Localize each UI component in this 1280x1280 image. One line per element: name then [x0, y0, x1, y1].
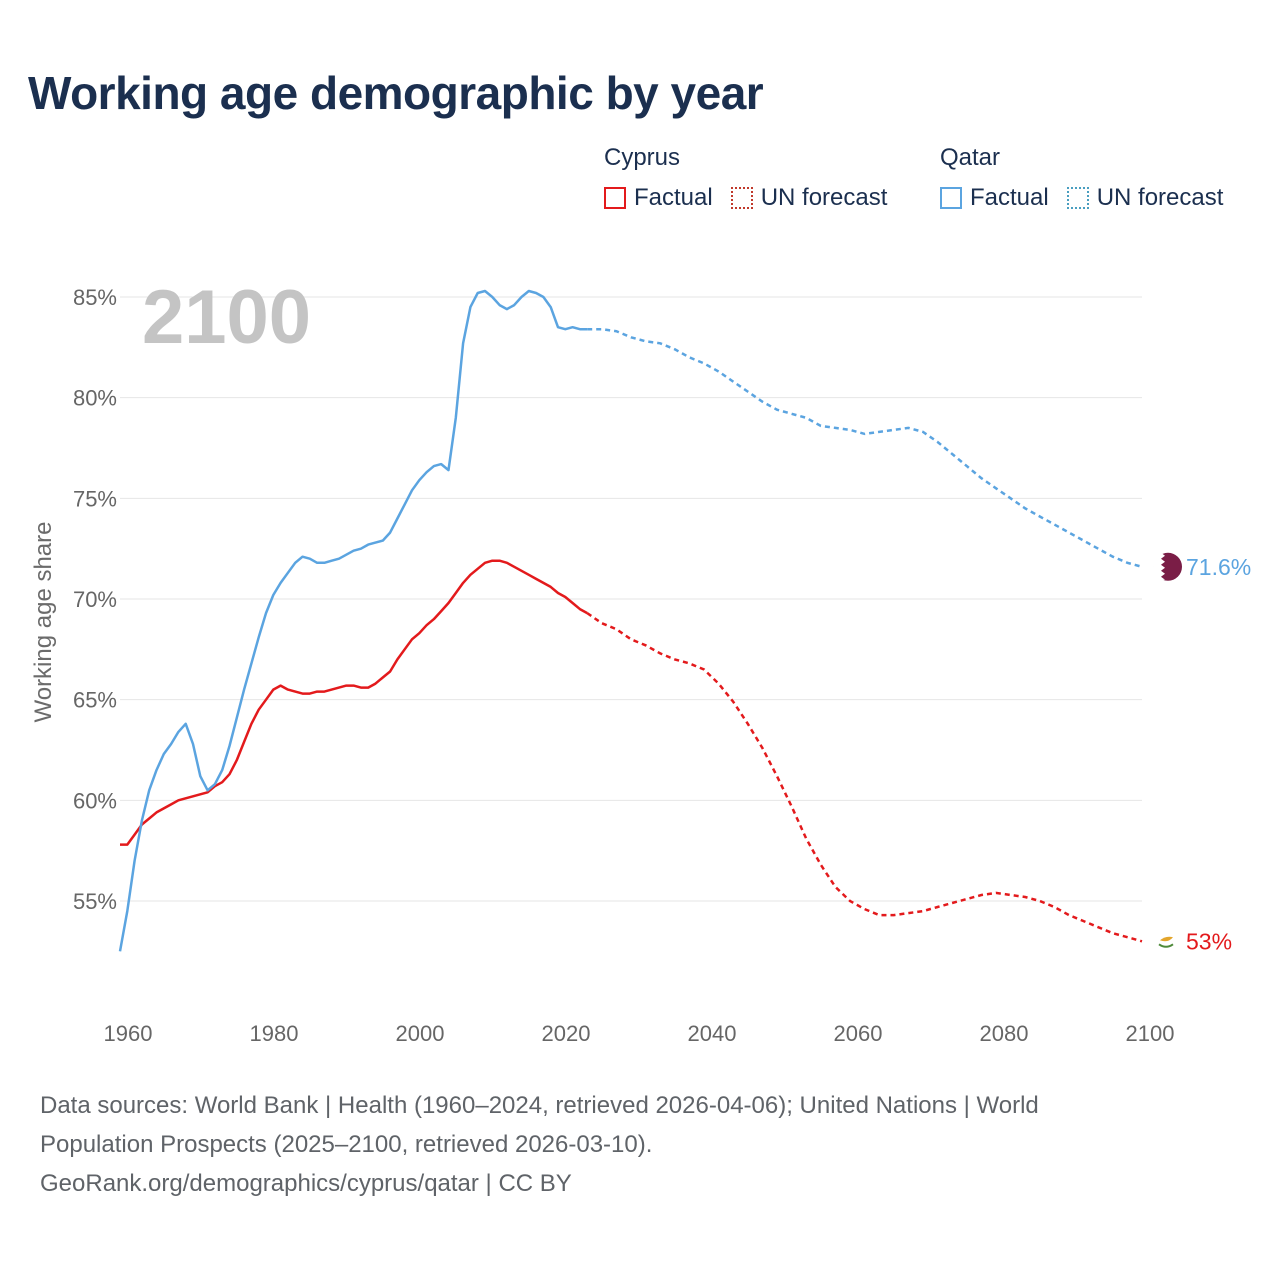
legend-group-name: Qatar — [940, 144, 1001, 171]
x-tick-label: 2060 — [834, 1021, 883, 1046]
y-axis-label: Working age share — [30, 522, 57, 723]
x-tick-label: 2100 — [1126, 1021, 1175, 1046]
footer-line[interactable]: GeoRank.org/demographics/cyprus/qatar | … — [40, 1170, 572, 1197]
qatar-flag-icon — [1154, 552, 1182, 581]
y-axis: 55% 60% 65% 70% 75% 80% 85% — [73, 285, 117, 914]
legend-label: Factual — [634, 184, 713, 211]
series-line-qatar-factual — [118, 289, 588, 952]
x-axis: 1960 1980 2000 2020 2040 2060 2080 2100 — [104, 1021, 1175, 1046]
legend-label: Factual — [970, 184, 1049, 211]
legend-cyprus-forecast[interactable]: UN forecast — [730, 184, 888, 212]
y-tick-label: 70% — [73, 587, 117, 612]
y-tick-label: 75% — [73, 486, 117, 511]
y-tick-label: 80% — [73, 386, 117, 411]
legend-cyprus: Cyprus Factual UN forecast — [604, 144, 905, 212]
x-tick-label: 1960 — [104, 1021, 153, 1046]
x-tick-label: 1980 — [250, 1021, 299, 1046]
chart-title: Working age demographic by year — [28, 67, 764, 119]
legend-swatch-solid — [604, 187, 626, 209]
end-labels: 53% 71.6% — [1154, 552, 1251, 954]
series-line-cyprus-factual — [120, 559, 588, 846]
x-tick-label: 2080 — [980, 1021, 1029, 1046]
legend-label: UN forecast — [760, 184, 888, 211]
series-line-qatar-forecast — [587, 327, 1143, 569]
legend-qatar: Qatar Factual UN forecast — [940, 144, 1241, 212]
series-line-cyprus-forecast — [586, 612, 1143, 943]
x-tick-label: 2000 — [396, 1021, 445, 1046]
legend-swatch-dotted — [730, 187, 753, 209]
x-tick-label: 2040 — [688, 1021, 737, 1046]
end-value-label: 71.6% — [1186, 554, 1251, 580]
line-chart: 55% 60% 65% 70% 75% 80% 85% 1960 1980 2000 2020 20… — [30, 275, 1251, 1046]
grid — [120, 296, 1142, 902]
legend-group-name: Cyprus — [604, 144, 681, 171]
footer-line: Data sources: World Bank | Health (1960–… — [40, 1092, 1039, 1119]
x-tick-label: 2020 — [542, 1021, 591, 1046]
year-watermark: 2100 — [142, 275, 311, 360]
cyprus-flag-icon — [1157, 932, 1175, 951]
legend-swatch-solid — [940, 187, 962, 209]
footer-sources: Data sources: World Bank | Health (1960–… — [40, 1086, 1240, 1203]
y-tick-label: 60% — [73, 788, 117, 813]
end-value-label: 53% — [1186, 928, 1232, 954]
legend-label: UN forecast — [1096, 184, 1224, 211]
y-tick-label: 85% — [73, 285, 117, 310]
y-tick-label: 55% — [73, 889, 117, 914]
legend-qatar-factual[interactable]: Factual — [940, 184, 1049, 212]
legend-qatar-forecast[interactable]: UN forecast — [1066, 184, 1224, 212]
footer-line: Population Prospects (2025–2100, retriev… — [40, 1131, 653, 1158]
legend-cyprus-factual[interactable]: Factual — [604, 184, 713, 212]
legend-swatch-dotted — [1066, 187, 1089, 209]
series-lines — [118, 289, 1143, 952]
y-tick-label: 65% — [73, 688, 117, 713]
